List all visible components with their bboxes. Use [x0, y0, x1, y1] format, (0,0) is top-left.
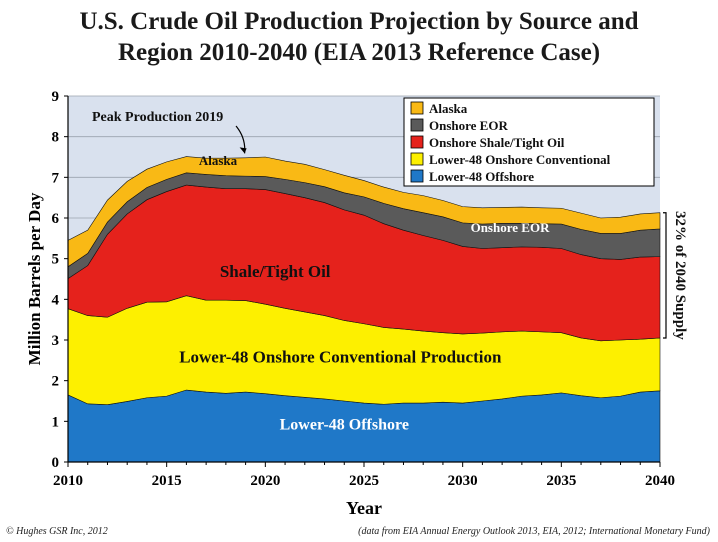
annotations: Peak Production 2019 Alaska Onshore EOR Sha…	[92, 110, 688, 433]
copyright-note: © Hughes GSR Inc, 2012	[6, 526, 108, 537]
legend-label-onshore-shale-tight-oil: Onshore Shale/Tight Oil	[429, 135, 565, 150]
annotation-offshore: Lower-48 Offshore	[280, 416, 409, 433]
annotation-conventional: Lower-48 Onshore Conventional Production	[179, 347, 502, 366]
legend-box	[403, 97, 655, 187]
y-axis-label: Million Barrels per Day	[25, 192, 44, 365]
legend-label-alaska: Alaska	[429, 101, 468, 116]
legend-label-lower-48-offshore: Lower-48 Offshore	[429, 169, 534, 184]
x-tick-label: 2010	[53, 473, 83, 489]
y-tick-label: 6	[52, 211, 60, 227]
chart-title-line1: U.S. Crude Oil Production Projection by …	[79, 8, 639, 35]
annotation-onshore-eor: Onshore EOR	[471, 220, 550, 235]
legend-swatch-lower-48-onshore-conventional	[410, 152, 424, 166]
x-axis-label: Year	[346, 498, 382, 518]
legend-label-onshore-eor: Onshore EOR	[429, 118, 508, 133]
legend-swatch-onshore-shale-tight-oil	[410, 135, 424, 149]
annotation-shale: Shale/Tight Oil	[220, 262, 331, 281]
legend[interactable]: Alaska Onshore EOR Onshore Shale/Tight Oil…	[403, 97, 655, 187]
legend-swatch-lower-48-offshore	[410, 169, 424, 183]
y-tick-label: 2	[52, 374, 60, 390]
x-tick-label: 2035	[546, 473, 576, 489]
y-tick-label: 3	[52, 333, 60, 349]
x-tick-label: 2040	[645, 473, 675, 489]
y-tick-label: 8	[52, 130, 60, 146]
source-note: (data from EIA Annual Energy Outlook 201…	[358, 526, 710, 537]
y-tick-label: 7	[52, 170, 60, 186]
x-tick-label: 2020	[250, 473, 280, 489]
peak-arrowhead	[239, 147, 247, 154]
legend-swatch-alaska	[410, 101, 424, 115]
axes	[64, 95, 661, 467]
y-tick-label: 4	[52, 292, 60, 308]
supply-bracket	[663, 212, 667, 339]
chart-title: U.S. Crude Oil Production Projection by …	[0, 6, 718, 68]
y-tick-label: 5	[52, 252, 60, 268]
legend-label-lower-48-onshore-conventional: Lower-48 Onshore Conventional	[429, 152, 611, 167]
x-tick-label: 2025	[349, 473, 379, 489]
x-tick-label: 2015	[152, 473, 182, 489]
annotation-alaska: Alaska	[199, 153, 238, 168]
annotation-peak-production: Peak Production 2019	[92, 110, 223, 125]
tick-labels: 0 1 2 3 4 5 6 7 8 9 2010 2015 2020 2025 2030 2035 2040	[52, 89, 676, 489]
y-tick-label: 1	[52, 414, 60, 430]
area-alaska	[67, 156, 661, 268]
legend-swatch-onshore-eor	[410, 118, 424, 132]
chart-title-line2: Region 2010-2040 (EIA 2013 Reference Cas…	[117, 39, 601, 66]
annotation-supply-share: 32% of 2040 Supply	[672, 211, 688, 340]
area-series	[67, 156, 661, 463]
x-tick-label: 2030	[448, 473, 478, 489]
y-tick-label: 9	[52, 89, 60, 105]
y-tick-label: 0	[52, 455, 60, 471]
